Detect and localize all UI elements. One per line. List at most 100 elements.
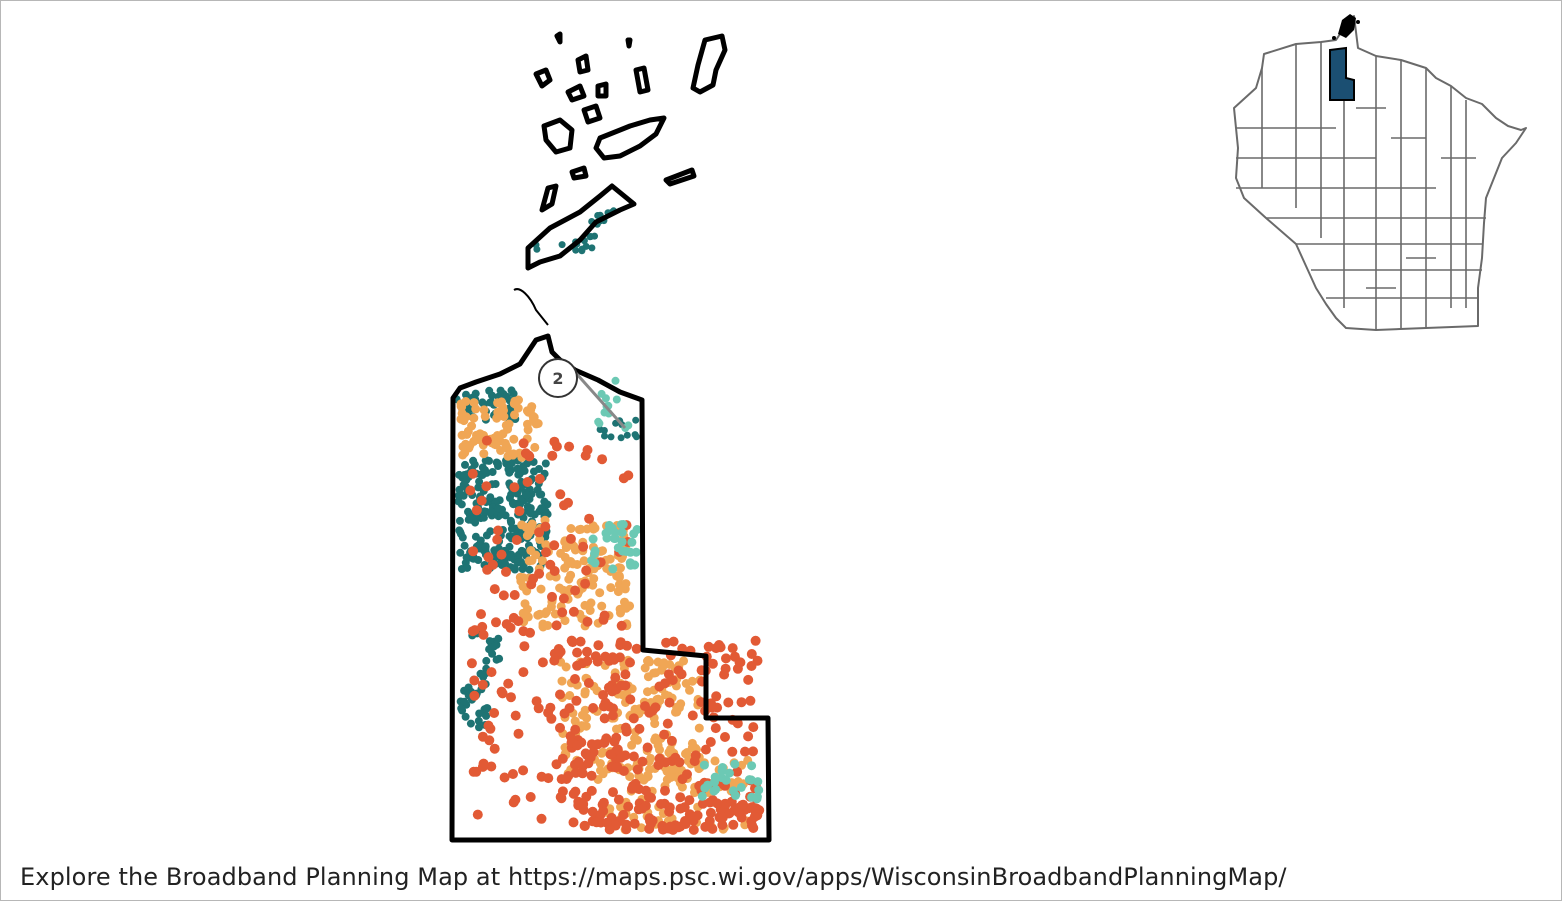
service-location-dot xyxy=(519,641,530,652)
service-location-dot xyxy=(555,489,566,500)
service-location-dot xyxy=(457,402,467,412)
service-location-dot xyxy=(740,746,750,757)
service-location-dot xyxy=(598,614,609,625)
service-location-dot xyxy=(467,626,478,637)
service-location-dot xyxy=(727,643,738,654)
service-location-dot xyxy=(543,773,554,784)
service-location-dot xyxy=(605,554,615,564)
service-location-dot xyxy=(627,740,637,750)
service-location-dot xyxy=(586,770,597,781)
service-location-dot xyxy=(677,774,688,785)
service-location-dot xyxy=(721,775,731,785)
service-location-dot xyxy=(531,550,541,560)
service-location-dot xyxy=(476,609,486,620)
service-location-dot xyxy=(605,749,616,760)
service-location-dot xyxy=(601,733,612,744)
service-location-dot xyxy=(743,731,754,742)
service-location-dot xyxy=(578,247,586,255)
service-location-dot xyxy=(578,804,589,815)
service-location-dot xyxy=(577,768,588,779)
cluster-marker[interactable]: 2 xyxy=(538,358,578,398)
service-location-dot xyxy=(712,798,723,809)
service-location-dot xyxy=(479,449,489,459)
service-location-dot xyxy=(529,412,539,422)
service-location-dot xyxy=(545,559,556,570)
service-location-dot xyxy=(575,636,586,647)
service-location-dot xyxy=(578,541,589,552)
service-location-dot xyxy=(656,799,666,809)
service-location-dot xyxy=(640,701,650,712)
service-location-dot xyxy=(492,413,502,423)
service-location-dot xyxy=(469,456,478,465)
service-location-dot xyxy=(499,772,510,783)
service-location-dot xyxy=(727,746,738,757)
service-location-dot xyxy=(508,450,518,460)
service-location-dot xyxy=(620,669,631,680)
service-location-dot xyxy=(474,716,483,725)
service-location-dot xyxy=(662,775,672,785)
service-location-dot xyxy=(481,543,490,552)
service-location-dot xyxy=(508,769,518,779)
service-location-dot xyxy=(606,583,616,593)
service-location-dot xyxy=(497,688,508,699)
service-location-dot xyxy=(479,672,488,681)
service-location-dot xyxy=(646,818,656,829)
service-location-dot xyxy=(477,679,488,690)
service-location-dot xyxy=(731,791,740,800)
service-location-dot xyxy=(579,556,589,566)
service-location-dot xyxy=(623,470,634,481)
county-map[interactable]: 2 xyxy=(0,0,1564,860)
service-location-dot xyxy=(728,819,739,830)
service-location-dot xyxy=(743,674,754,685)
service-location-dot xyxy=(498,590,509,601)
service-location-dot xyxy=(633,735,642,745)
service-location-dot xyxy=(466,658,477,669)
service-location-dot xyxy=(523,502,532,511)
service-location-dot xyxy=(720,663,731,674)
service-location-dot xyxy=(632,416,640,424)
service-location-dot xyxy=(572,647,583,658)
service-location-dot xyxy=(675,803,686,814)
service-location-dot xyxy=(483,456,492,465)
service-location-dot xyxy=(535,490,544,499)
service-location-dot xyxy=(581,565,592,576)
service-location-dot xyxy=(516,558,525,566)
service-location-dot xyxy=(468,546,479,557)
service-location-dot xyxy=(469,675,480,686)
service-location-dot xyxy=(503,678,514,689)
service-location-dot xyxy=(601,394,610,403)
service-location-dot xyxy=(681,749,690,759)
service-location-dot xyxy=(474,556,483,564)
service-location-dot xyxy=(467,468,478,479)
service-location-dot xyxy=(611,762,622,773)
service-location-dot xyxy=(687,710,698,721)
service-location-dot xyxy=(748,746,758,757)
island-north-e xyxy=(595,81,609,99)
service-location-dot xyxy=(628,713,639,724)
service-location-dot xyxy=(570,674,580,684)
service-location-dot xyxy=(495,654,504,663)
service-location-dot xyxy=(660,785,670,796)
service-location-dot xyxy=(629,529,639,539)
islands xyxy=(525,31,728,271)
service-location-dot xyxy=(557,753,568,764)
service-location-dot xyxy=(625,657,635,668)
county-outline xyxy=(449,333,772,843)
service-location-dot xyxy=(506,692,516,703)
service-location-dot xyxy=(705,807,716,818)
service-location-dot xyxy=(704,815,715,826)
service-location-dot xyxy=(471,532,480,541)
service-location-dot xyxy=(459,480,468,489)
service-location-dot xyxy=(720,732,730,742)
service-location-dot xyxy=(471,505,482,516)
service-location-dot xyxy=(612,724,621,734)
service-location-dot xyxy=(752,792,762,802)
service-location-dot xyxy=(568,559,578,569)
service-location-dot xyxy=(674,757,685,768)
service-location-dot xyxy=(475,723,483,732)
service-location-dot xyxy=(660,757,671,768)
service-location-dot xyxy=(640,785,651,796)
service-location-dot xyxy=(583,678,594,688)
service-location-dot xyxy=(525,627,535,638)
service-location-dot xyxy=(582,656,593,667)
